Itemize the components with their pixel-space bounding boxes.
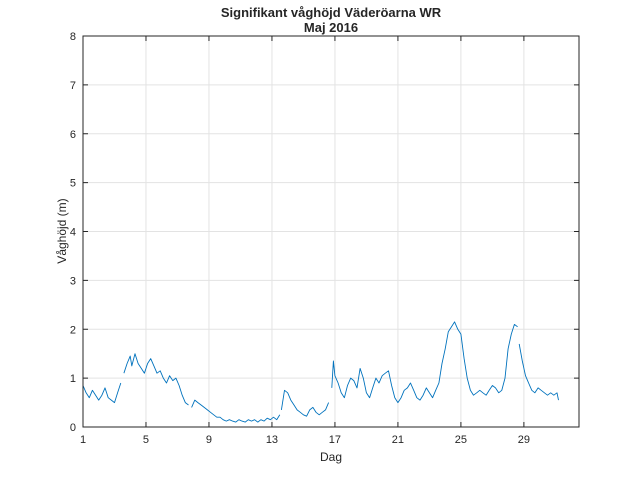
grid — [82, 35, 579, 428]
series-line-segment — [518, 343, 559, 401]
chart-title: Signifikant våghöjd Väderöarna WR — [221, 5, 442, 20]
y-tick-label: 1 — [70, 373, 76, 385]
y-axis-label: Våghöjd (m) — [55, 198, 69, 263]
x-tick-label: 9 — [206, 434, 212, 446]
series-line-segment — [191, 399, 281, 423]
series-line-segment — [331, 321, 518, 404]
y-tick-label: 2 — [70, 324, 76, 336]
series-line-segment — [82, 382, 122, 404]
series-lines — [82, 321, 559, 423]
y-tick-label: 6 — [70, 129, 76, 141]
x-tick-label: 25 — [455, 434, 467, 446]
y-tick-label: 4 — [70, 227, 76, 239]
x-tick-label: 1 — [80, 434, 86, 446]
series-line-segment — [280, 389, 330, 417]
y-tick-label: 0 — [70, 422, 76, 434]
y-tick-label: 8 — [70, 31, 76, 43]
x-axis-label: Dag — [320, 450, 342, 464]
y-tick-label: 7 — [70, 80, 76, 92]
x-tick-label: 5 — [143, 434, 149, 446]
y-tick-label: 5 — [70, 178, 76, 190]
x-tick-label: 13 — [266, 434, 278, 446]
y-tick-label: 3 — [70, 275, 76, 287]
x-tick-label: 29 — [518, 434, 530, 446]
x-tick-label: 21 — [392, 434, 404, 446]
x-tick-label: 17 — [329, 434, 341, 446]
chart-subtitle: Maj 2016 — [304, 20, 358, 35]
series-line-segment — [123, 353, 189, 406]
